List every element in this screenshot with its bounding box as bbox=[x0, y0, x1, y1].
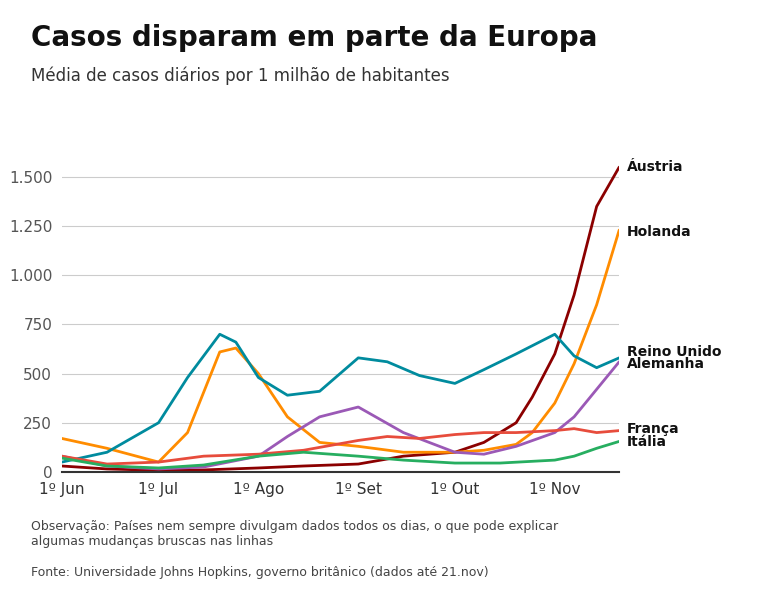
Text: Itália: Itália bbox=[627, 436, 667, 450]
Text: França: França bbox=[627, 422, 680, 436]
Text: Alemanha: Alemanha bbox=[627, 357, 705, 371]
Text: Reino Unido: Reino Unido bbox=[627, 345, 721, 359]
Text: Média de casos diários por 1 milhão de habitantes: Média de casos diários por 1 milhão de h… bbox=[31, 67, 450, 85]
Text: Holanda: Holanda bbox=[627, 225, 691, 239]
Text: BBC: BBC bbox=[680, 572, 729, 590]
Text: Áustria: Áustria bbox=[627, 160, 683, 174]
Text: Casos disparam em parte da Europa: Casos disparam em parte da Europa bbox=[31, 24, 598, 52]
Text: Observação: Países nem sempre divulgam dados todos os dias, o que pode explicar
: Observação: Países nem sempre divulgam d… bbox=[31, 520, 558, 548]
Text: Fonte: Universidade Johns Hopkins, governo britânico (dados até 21.nov): Fonte: Universidade Johns Hopkins, gover… bbox=[31, 566, 488, 578]
